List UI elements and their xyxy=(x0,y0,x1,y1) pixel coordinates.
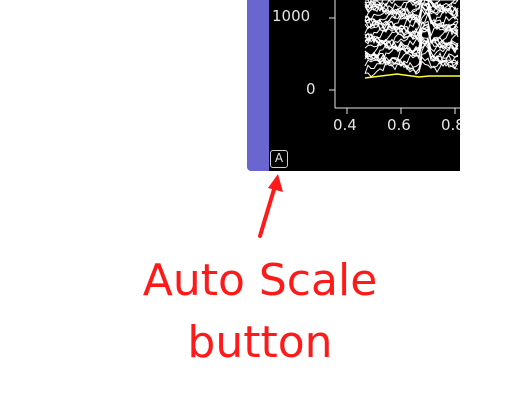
data-trace xyxy=(364,24,459,54)
x-tick-label-08: 0.8 xyxy=(441,116,460,134)
panel-side-strip xyxy=(247,0,269,171)
plot-panel[interactable]: 1000 0 0.4 0.6 0.8 xyxy=(269,0,460,171)
data-trace xyxy=(364,0,458,12)
annotation-line-1: Auto Scale xyxy=(142,255,378,306)
data-trace xyxy=(364,25,459,47)
y-tick-label-0: 0 xyxy=(306,80,316,98)
annotation-line-2: button xyxy=(187,317,333,368)
plot-canvas xyxy=(329,0,460,114)
annotation-arrow-icon xyxy=(258,174,283,238)
data-trace xyxy=(364,2,459,22)
y-tick-label-1000: 1000 xyxy=(272,7,311,25)
x-tick-label-04: 0.4 xyxy=(333,116,357,134)
data-trace xyxy=(364,11,459,41)
auto-scale-button[interactable]: A xyxy=(270,150,288,168)
data-trace xyxy=(364,0,458,8)
annotation-label: Auto Scale button xyxy=(110,250,410,374)
baseline-trace xyxy=(364,73,460,79)
data-traces xyxy=(364,0,460,79)
x-tick-label-06: 0.6 xyxy=(387,116,411,134)
